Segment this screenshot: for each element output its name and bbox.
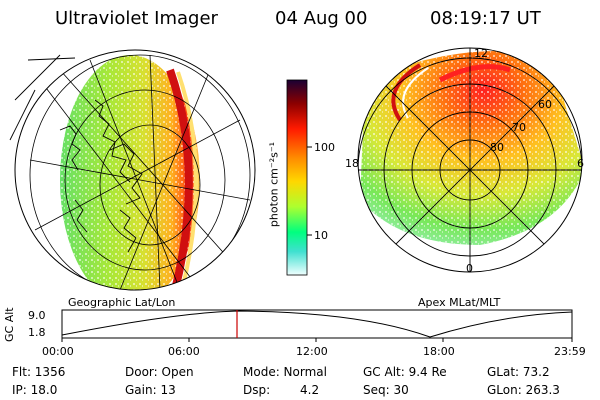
flight-number: Flt: 1356 — [12, 365, 66, 379]
door-status: Door: Open — [125, 365, 194, 379]
mlt-label-6: 6 — [577, 157, 584, 170]
timeline-xtick-0000: 00:00 — [42, 345, 74, 358]
gain-value: Gain: 13 — [125, 383, 176, 397]
geographic-longitude: GLon: 263.3 — [487, 383, 560, 397]
instrument-title: Ultraviolet Imager — [55, 8, 218, 29]
ip-value: IP: 18.0 — [12, 383, 58, 397]
timeline-xtick-1800: 18:00 — [423, 345, 455, 358]
dsp-label: Dsp: — [243, 383, 271, 397]
lat-label-60: 60 — [538, 98, 552, 111]
timeline-xtick-1200: 12:00 — [296, 345, 328, 358]
altitude-timeline — [61, 309, 573, 342]
mlt-label-0: 0 — [466, 262, 473, 275]
timeline-ylabel: GC Alt — [3, 307, 16, 342]
geographic-map — [9, 49, 256, 291]
colorbar-tick-10: 10 — [314, 229, 328, 242]
gc-altitude: GC Alt: 9.4 Re — [363, 365, 447, 379]
mlt-label-12: 12 — [474, 47, 488, 60]
time-label: 08:19:17 UT — [430, 8, 541, 29]
timeline-ytick-9: 9.0 — [28, 309, 46, 322]
timeline-xtick-2359: 23:59 — [554, 345, 586, 358]
timeline-ytick-1: 1.8 — [28, 326, 46, 339]
lat-label-80: 80 — [490, 141, 504, 154]
polar-caption: Apex MLat/MLT — [418, 296, 501, 309]
geographic-latitude: GLat: 73.2 — [487, 365, 550, 379]
colorbar — [286, 79, 312, 276]
geographic-caption: Geographic Lat/Lon — [68, 296, 176, 309]
colorbar-unit-label: photon cm⁻²s⁻¹ — [267, 141, 281, 228]
mlt-label-18: 18 — [345, 157, 359, 170]
date-label: 04 Aug 00 — [275, 8, 368, 29]
dsp-value: 4.2 — [300, 383, 320, 397]
polar-map — [357, 47, 583, 273]
lat-label-70: 70 — [512, 121, 526, 134]
sequence-number: Seq: 30 — [363, 383, 409, 397]
timeline-xtick-0600: 06:00 — [168, 345, 200, 358]
colorbar-tick-100: 100 — [314, 141, 335, 154]
mode-status: Mode: Normal — [243, 365, 327, 379]
